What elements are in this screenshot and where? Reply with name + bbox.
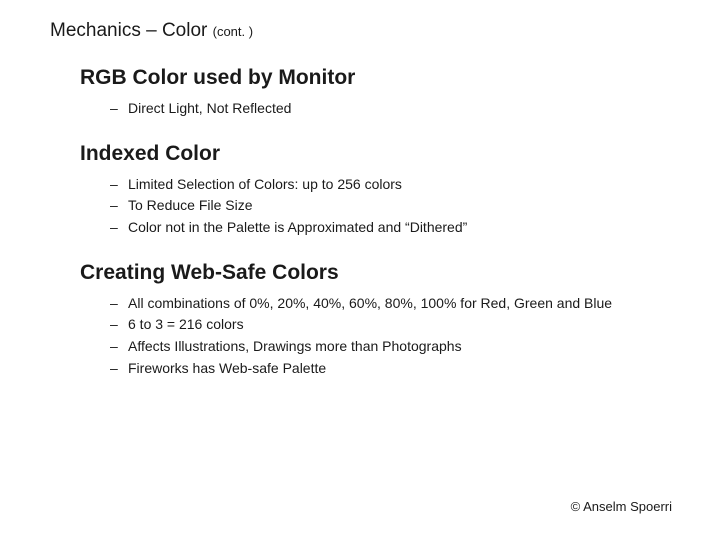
slide-title: Mechanics – Color (cont. )	[50, 20, 670, 42]
section-indexed: Indexed Color Limited Selection of Color…	[80, 142, 670, 239]
list-item: Affects Illustrations, Drawings more tha…	[110, 336, 670, 358]
slide-container: Mechanics – Color (cont. ) RGB Color use…	[0, 0, 720, 540]
section-heading: Creating Web-Safe Colors	[80, 261, 670, 285]
list-item: Color not in the Palette is Approximated…	[110, 217, 670, 239]
section-heading: RGB Color used by Monitor	[80, 66, 670, 90]
section-websafe: Creating Web-Safe Colors All combination…	[80, 261, 670, 380]
list-item: Fireworks has Web-safe Palette	[110, 358, 670, 380]
section-heading: Indexed Color	[80, 142, 670, 166]
slide-title-main: Mechanics – Color	[50, 20, 213, 41]
list-item: Limited Selection of Colors: up to 256 c…	[110, 174, 670, 196]
bullet-list: All combinations of 0%, 20%, 40%, 60%, 8…	[110, 293, 670, 380]
footer-credit: © Anselm Spoerri	[571, 499, 672, 514]
slide-title-cont: (cont. )	[213, 24, 253, 39]
section-rgb: RGB Color used by Monitor Direct Light, …	[80, 66, 670, 120]
list-item: Direct Light, Not Reflected	[110, 98, 670, 120]
list-item: To Reduce File Size	[110, 195, 670, 217]
list-item: 6 to 3 = 216 colors	[110, 314, 670, 336]
bullet-list: Direct Light, Not Reflected	[110, 98, 670, 120]
bullet-list: Limited Selection of Colors: up to 256 c…	[110, 174, 670, 239]
list-item: All combinations of 0%, 20%, 40%, 60%, 8…	[110, 293, 670, 315]
